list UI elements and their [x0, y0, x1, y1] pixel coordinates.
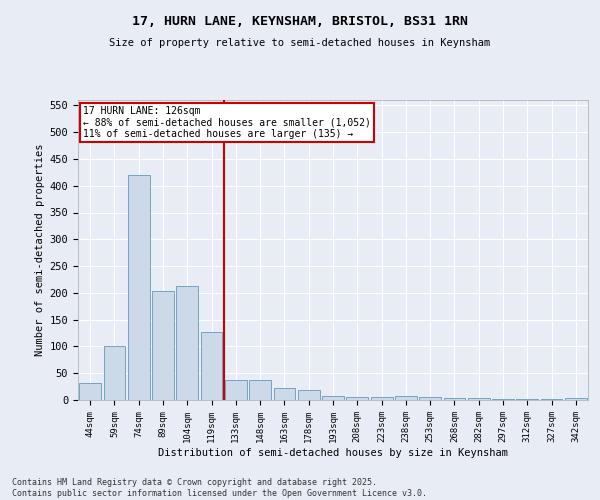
Bar — [249, 380, 271, 400]
Bar — [322, 396, 344, 400]
Text: 17 HURN LANE: 126sqm
← 88% of semi-detached houses are smaller (1,052)
11% of se: 17 HURN LANE: 126sqm ← 88% of semi-detac… — [83, 106, 371, 139]
Bar — [225, 380, 247, 400]
Bar — [200, 332, 223, 400]
Bar — [128, 175, 149, 400]
Text: Size of property relative to semi-detached houses in Keynsham: Size of property relative to semi-detach… — [109, 38, 491, 48]
Bar — [443, 398, 466, 400]
Bar — [517, 399, 538, 400]
Bar — [371, 398, 392, 400]
Bar — [298, 390, 320, 400]
Bar — [274, 388, 295, 400]
Bar — [152, 291, 174, 400]
Bar — [419, 398, 441, 400]
Text: 17, HURN LANE, KEYNSHAM, BRISTOL, BS31 1RN: 17, HURN LANE, KEYNSHAM, BRISTOL, BS31 1… — [132, 15, 468, 28]
Bar — [104, 346, 125, 400]
X-axis label: Distribution of semi-detached houses by size in Keynsham: Distribution of semi-detached houses by … — [158, 448, 508, 458]
Text: Contains HM Land Registry data © Crown copyright and database right 2025.
Contai: Contains HM Land Registry data © Crown c… — [12, 478, 427, 498]
Bar — [468, 398, 490, 400]
Bar — [346, 398, 368, 400]
Bar — [565, 398, 587, 400]
Bar — [176, 286, 198, 400]
Y-axis label: Number of semi-detached properties: Number of semi-detached properties — [35, 144, 46, 356]
Bar — [79, 383, 101, 400]
Bar — [395, 396, 417, 400]
